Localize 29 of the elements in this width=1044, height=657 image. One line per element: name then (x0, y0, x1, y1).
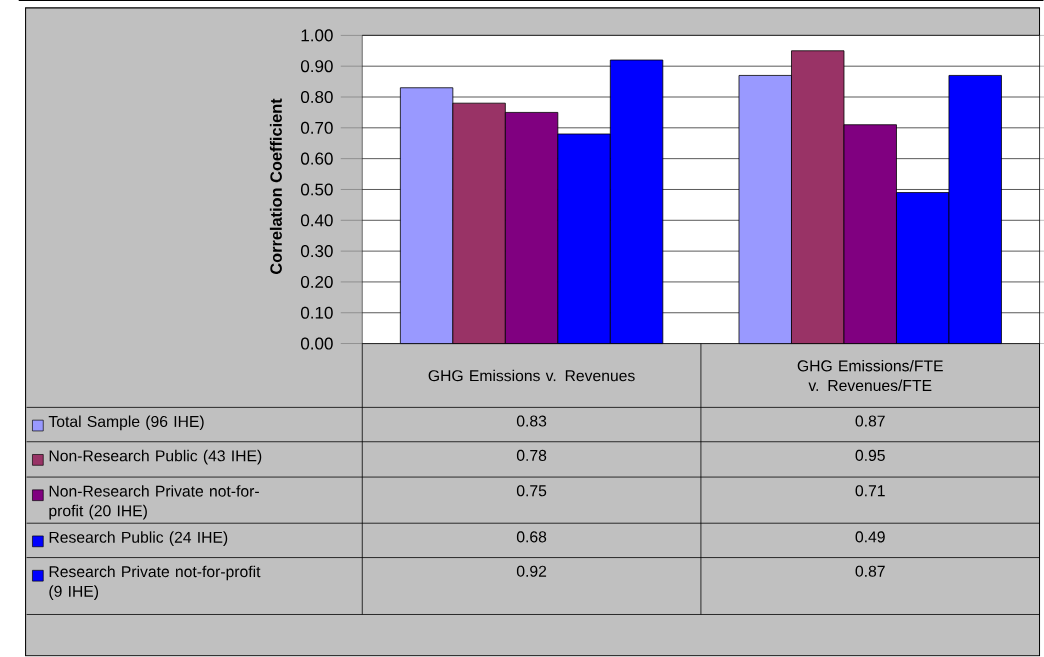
y-tick-label: 0.90 (300, 60, 333, 73)
y-tick-label: 0.60 (300, 152, 333, 165)
data-label: 0.71 (855, 485, 885, 497)
legend-label: Non-Research Private not-for-profit (20 IHE) (49, 485, 259, 520)
data-label: 0.83 (516, 415, 547, 427)
y-tick-label: 0.20 (300, 276, 333, 289)
x-tick-label: GHG Emissions v. Revenues (428, 369, 635, 382)
legend-label: Non-Research Public (43 IHE) (49, 450, 262, 465)
y-tick-label: 0.10 (300, 306, 333, 319)
data-label: 0.87 (855, 565, 885, 577)
data-label: 0.68 (516, 531, 547, 543)
data-label: 0.78 (516, 450, 547, 462)
data-label: 0.92 (516, 565, 547, 577)
y-tick-label: 0.50 (300, 183, 333, 196)
y-tick-label: 1.00 (301, 29, 333, 42)
y-tick-label: 0.70 (300, 121, 333, 134)
legend-label: Research Public (24 IHE) (49, 531, 228, 547)
legend-label: Research Private not-for-profit (9 IHE) (49, 565, 261, 601)
x-tick-label: GHG Emissions/FTE v. Revenues/FTE (797, 360, 943, 392)
y-tick-label: 0.80 (300, 91, 333, 104)
data-label: 0.49 (855, 531, 885, 543)
data-label: 0.75 (516, 485, 547, 497)
y-tick-label: 0.40 (300, 214, 333, 227)
y-tick-label: 0.30 (300, 245, 333, 258)
y-tick-label: 0.00 (300, 337, 333, 350)
y-axis-title: Correlation Coefficient (269, 98, 282, 275)
data-label: 0.95 (855, 450, 885, 462)
data-label: 0.87 (855, 415, 885, 427)
legend-label: Total Sample (96 IHE) (48, 415, 204, 431)
